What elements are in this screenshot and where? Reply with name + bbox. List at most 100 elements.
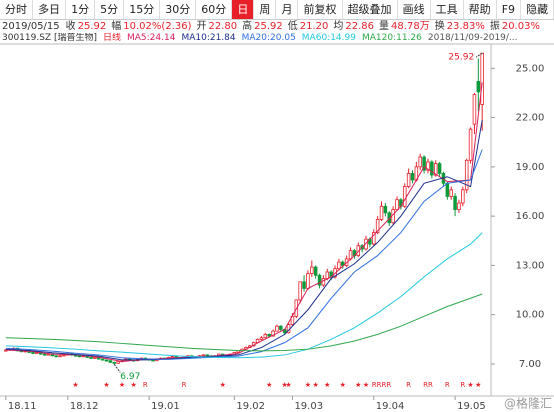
candle-body — [445, 182, 450, 197]
x-tick-label: 19.01 — [151, 401, 180, 412]
candle-body — [62, 354, 66, 357]
quote-label: 均 — [333, 21, 344, 32]
toolbar-button[interactable]: 多日 — [33, 0, 67, 19]
signal: ★ — [103, 381, 109, 389]
toolbar-button[interactable]: 30分 — [160, 0, 197, 19]
toolbar-button[interactable]: 帮助 — [464, 0, 497, 19]
candle-body — [333, 268, 337, 278]
signal: ★ — [313, 381, 319, 389]
candle-body — [93, 356, 97, 359]
quote-label: 幅 — [111, 21, 122, 32]
candle-body — [11, 347, 16, 350]
candle-body — [228, 353, 233, 357]
signal: ★ — [131, 381, 137, 389]
toolbar-button[interactable]: 月 — [276, 0, 299, 19]
candle-body — [54, 355, 58, 358]
quote-value: 25.92 — [77, 21, 107, 32]
candle-body — [391, 209, 395, 224]
candle-body — [4, 349, 8, 352]
signal: ★ — [340, 381, 346, 389]
toolbar-button[interactable]: 分时 — [0, 0, 34, 19]
candle-body — [170, 356, 175, 358]
candle-body — [143, 357, 148, 360]
ma-line — [5, 293, 483, 352]
signal: R — [182, 381, 187, 389]
candle-body — [457, 202, 461, 210]
candle-body — [302, 281, 306, 289]
candle-body — [464, 159, 469, 191]
candle-body — [193, 356, 198, 359]
toolbar-button[interactable]: 前复权 — [298, 0, 343, 19]
candle-body — [7, 348, 12, 351]
candle-body — [406, 173, 411, 187]
toolbar: 分时 多日 1分 5分 15分 30分 60分日周月前复权 超级叠加 画线 工具 帮助 F9 隐藏 — [0, 0, 554, 20]
candle-body — [476, 81, 481, 93]
candle-body — [430, 161, 434, 176]
candle-body — [189, 355, 194, 358]
toolbar-button[interactable]: 隐藏 — [521, 0, 554, 19]
signal: ★ — [475, 381, 481, 389]
quote-value: 25.92 — [254, 21, 283, 32]
candle-body — [155, 358, 159, 362]
legend-entry: MA20:20.05 — [241, 33, 296, 43]
candle-body — [50, 353, 55, 357]
candle-body — [329, 271, 333, 278]
candle-body — [104, 359, 109, 362]
candle-body — [364, 238, 368, 250]
candle-body — [248, 345, 252, 348]
candle-body — [182, 356, 186, 359]
candle-body — [402, 186, 407, 207]
signal: ★ — [305, 381, 311, 389]
toolbar-button[interactable]: 1分 — [66, 0, 96, 19]
candle-body — [348, 250, 353, 260]
candle-body — [205, 354, 209, 357]
candle-body — [422, 156, 426, 171]
toolbar-button[interactable]: 60分 — [196, 0, 233, 19]
candle-body — [73, 354, 78, 357]
candle-body — [85, 355, 89, 358]
candle-body — [294, 299, 299, 317]
legend: 300119.SZ [瑞普生物] 日线 MA5:24.14 MA10:21.84 MA2… — [0, 33, 554, 44]
toolbar-button[interactable]: 15分 — [124, 0, 161, 19]
quote-value: 22.86 — [345, 21, 375, 32]
period: 日线 — [102, 33, 121, 43]
candle-body — [437, 163, 442, 174]
candle-body — [35, 352, 39, 354]
signal: ★ — [467, 381, 473, 389]
toolbar-button[interactable]: 画线 — [398, 0, 431, 19]
toolbar-button[interactable]: 工具 — [431, 0, 464, 19]
quote-value: 22.80 — [208, 21, 238, 32]
signal: RR — [423, 381, 433, 389]
candle-body — [100, 358, 105, 361]
quote-label: 收 — [65, 21, 76, 32]
candle-body — [461, 189, 465, 204]
candle-body — [220, 353, 225, 356]
quote-label: 换 — [434, 21, 445, 32]
quote-value: 10.02%(2.36) — [123, 21, 192, 32]
candle-body — [151, 359, 155, 362]
candle-body — [108, 360, 113, 363]
toolbar-button[interactable]: 周 — [254, 0, 277, 19]
watermark: @格隆汇 — [504, 396, 552, 411]
candle-body — [159, 357, 163, 360]
candle-body — [58, 355, 62, 358]
candle-body — [379, 205, 384, 220]
toolbar-button[interactable]: F9 — [497, 0, 522, 19]
candle-body — [116, 361, 120, 364]
candle-body — [124, 358, 128, 362]
candle-body — [286, 324, 291, 334]
toolbar-button[interactable]: 5分 — [95, 0, 125, 19]
candle-body — [139, 357, 144, 360]
x-tick-label: 19.05 — [457, 401, 486, 412]
candle-body — [38, 351, 43, 355]
toolbar-button[interactable]: 日 — [232, 0, 255, 19]
candle-body — [399, 199, 403, 207]
y-tick-label: 13.00 — [516, 260, 545, 271]
y-tick-label: 19.00 — [516, 162, 545, 173]
quote-label: 量 — [379, 21, 390, 32]
toolbar-button[interactable]: 超级叠加 — [343, 0, 398, 19]
annotation-leader — [113, 364, 121, 373]
candle-body — [15, 347, 20, 352]
candle-body — [271, 330, 275, 337]
